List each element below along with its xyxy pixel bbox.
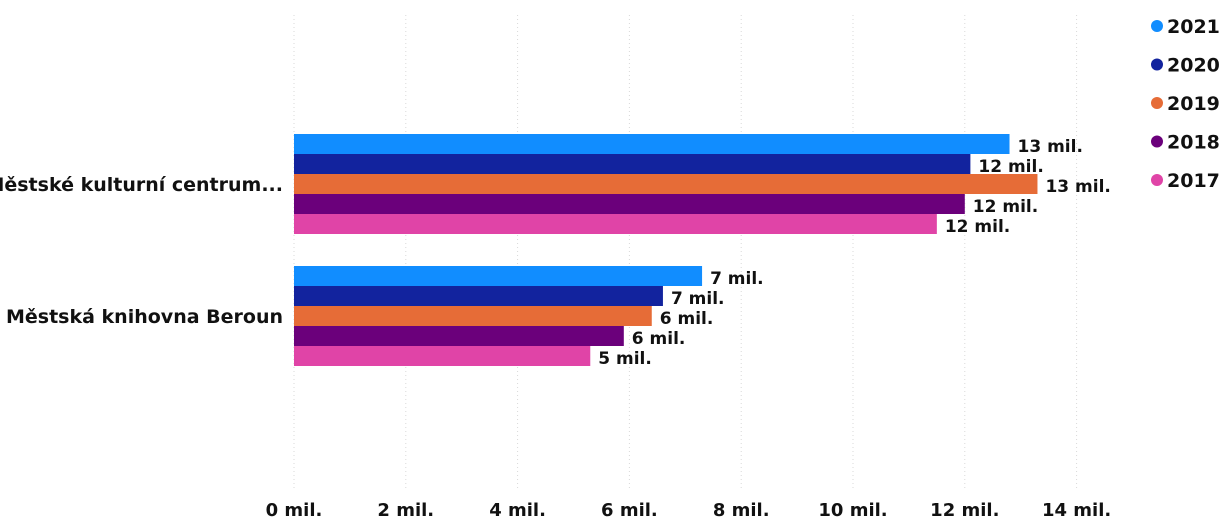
data-label: 7 mil. [710, 269, 764, 289]
x-tick-label: 0 mil. [266, 500, 323, 519]
bar-2021[interactable] [294, 134, 1010, 154]
x-axis-tick-labels: 0 mil. 2 mil. 4 mil. 6 mil. 8 mil. 10 mil. 12 … [266, 500, 1112, 519]
bar-2021[interactable] [294, 266, 703, 286]
legend-item-2020[interactable]: 2020 [1151, 55, 1220, 77]
bar-2019[interactable] [294, 306, 652, 326]
legend-label: 2020 [1167, 55, 1220, 77]
data-label: 12 mil. [945, 217, 1010, 237]
category-label: Městské kulturní centrum... [0, 174, 283, 196]
legend-item-2017[interactable]: 2017 [1151, 170, 1220, 192]
data-label: 13 mil. [1018, 137, 1083, 157]
x-tick-label: 14 mil. [1042, 500, 1111, 519]
legend-marker [1151, 20, 1163, 32]
x-tick-label: 8 mil. [713, 500, 770, 519]
bar-2017[interactable] [294, 346, 591, 366]
category-label: Městská knihovna Beroun [6, 306, 283, 328]
bar-2020[interactable] [294, 154, 971, 174]
legend-label: 2021 [1167, 16, 1220, 38]
data-label: 12 mil. [973, 197, 1038, 217]
data-label: 5 mil. [598, 349, 652, 369]
legend-label: 2018 [1167, 132, 1220, 154]
legend-item-2018[interactable]: 2018 [1151, 132, 1220, 154]
data-labels: 13 mil.12 mil.13 mil.12 mil.12 mil.7 mil… [598, 137, 1111, 369]
legend-marker [1151, 174, 1163, 186]
x-tick-label: 4 mil. [489, 500, 546, 519]
x-tick-label: 6 mil. [601, 500, 658, 519]
bar-2018[interactable] [294, 326, 624, 346]
legend-label: 2017 [1167, 170, 1220, 192]
data-label: 7 mil. [671, 289, 725, 309]
data-label: 13 mil. [1045, 177, 1110, 197]
x-tick-label: 10 mil. [818, 500, 887, 519]
grid-lines [293, 15, 1078, 490]
legend-marker [1151, 135, 1163, 148]
legend-item-2019[interactable]: 2019 [1151, 93, 1220, 115]
x-tick-label: 2 mil. [377, 500, 434, 519]
bar-2020[interactable] [294, 286, 663, 306]
bar-2017[interactable] [294, 214, 937, 234]
category-labels: Městské kulturní centrum... Městská kniho… [0, 174, 283, 328]
legend[interactable]: 2021 2020 2019 2018 2017 [1151, 16, 1220, 192]
legend-marker [1151, 58, 1163, 71]
x-tick-label: 12 mil. [930, 500, 999, 519]
legend-item-2021[interactable]: 2021 [1151, 16, 1220, 38]
bars [294, 134, 1038, 366]
data-label: 6 mil. [632, 329, 686, 349]
data-label: 12 mil. [978, 157, 1043, 177]
bar-2019[interactable] [294, 174, 1038, 194]
data-label: 6 mil. [660, 309, 714, 329]
bar-2018[interactable] [294, 194, 965, 214]
legend-marker [1151, 97, 1163, 109]
legend-label: 2019 [1167, 93, 1220, 115]
